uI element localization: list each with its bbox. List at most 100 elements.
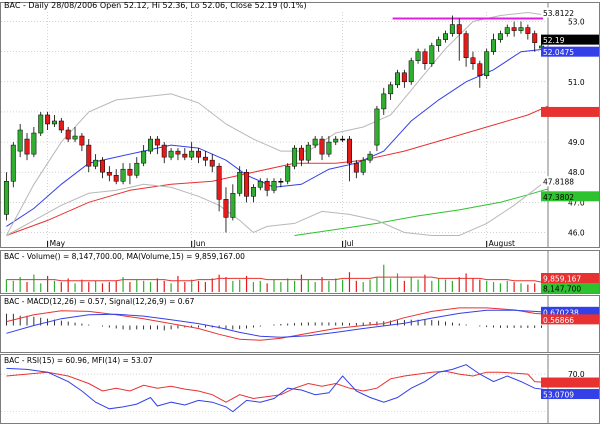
candle-body: [202, 156, 208, 161]
value-label: 47.3802: [543, 193, 574, 202]
candle-body: [518, 27, 524, 31]
x-tick-label: Jul: [344, 239, 354, 248]
candle-body: [401, 72, 407, 83]
y-tick-label: 70.0: [568, 370, 585, 379]
candle-body: [86, 144, 92, 167]
rsi-series-line: [6, 364, 549, 413]
value-label-bg: [541, 314, 599, 325]
value-label-bg: [541, 306, 599, 317]
value-label: 47.8188: [543, 178, 574, 187]
value-label-bg: [541, 176, 599, 187]
y-tick-label: 51.0: [568, 78, 585, 87]
candle-body: [367, 153, 373, 161]
candle-body: [113, 174, 119, 182]
candle-body: [79, 135, 85, 146]
candle-body: [244, 171, 250, 197]
x-tick-label: August: [489, 239, 515, 248]
candle-body: [3, 180, 9, 215]
candle-body: [38, 114, 44, 134]
macd-series-line: [6, 307, 549, 341]
candle-body: [497, 33, 503, 40]
value-label: 0.670238: [543, 308, 579, 317]
candle-body: [58, 120, 64, 131]
macd-panel: BAC - MACD(12,26) = 0.57, Signal(12,26,9…: [0, 295, 600, 353]
y-tick-label: 46.0: [568, 228, 585, 237]
candle-body: [189, 150, 195, 158]
candle-body: [230, 193, 236, 218]
candle-body: [491, 39, 497, 52]
y-tick-label: 53.0: [568, 18, 585, 27]
candle-body: [346, 138, 352, 164]
candle-body: [161, 144, 167, 158]
candle-body: [237, 171, 243, 194]
candle-body: [326, 141, 332, 155]
candle-body: [422, 51, 428, 64]
candle-body: [340, 138, 346, 141]
candle-body: [209, 159, 215, 167]
candle-body: [292, 147, 298, 167]
value-label-bg: [541, 46, 599, 57]
candle-body: [395, 72, 400, 86]
chart-title: BAC - Daily 28/08/2006 Open 52.12, Hi 52…: [4, 1, 307, 10]
candle-body: [100, 159, 105, 173]
candle-body: [65, 129, 71, 140]
candle-body: [168, 150, 174, 158]
value-label-bg: [541, 34, 599, 45]
value-label: 53.8122: [543, 9, 574, 18]
candle-body: [298, 147, 304, 161]
value-label: 60.96: [543, 379, 565, 388]
value-label: 53.0709: [543, 391, 574, 400]
candle-body: [381, 93, 387, 110]
candle-body: [250, 187, 256, 197]
candle-body: [353, 162, 359, 173]
value-label-bg: [541, 106, 599, 117]
candle-body: [532, 33, 538, 43]
candle-body: [319, 138, 325, 155]
candle-body: [333, 138, 339, 143]
candle-body: [10, 144, 16, 182]
value-label: 52.19: [543, 36, 565, 45]
line-ma200: [294, 188, 549, 236]
candle-body: [443, 33, 448, 40]
value-label: 52.0475: [543, 48, 574, 57]
candle-body: [264, 180, 270, 191]
value-label: 8,147,700: [543, 285, 581, 294]
candle-body: [436, 39, 442, 46]
candle-body: [477, 63, 483, 77]
candle-body: [271, 180, 277, 191]
candle-body: [449, 24, 455, 34]
candle-body: [72, 135, 78, 140]
y-tick-label: 49.0: [568, 138, 585, 147]
candle-body: [408, 60, 414, 83]
candle-body: [504, 27, 510, 34]
candle-body: [305, 144, 311, 161]
candle-body: [154, 138, 160, 146]
value-label-bg: [541, 273, 599, 283]
candle-body: [93, 159, 99, 167]
candle-body: [196, 150, 202, 158]
candle-body: [312, 138, 318, 146]
candle-body: [456, 24, 462, 34]
value-label-bg: [541, 377, 599, 388]
line-bb-lower: [6, 177, 549, 236]
candle-body: [24, 138, 30, 155]
value-label: 9,859,167: [543, 275, 581, 284]
candle-body: [257, 180, 263, 188]
volume-title: BAC - Volume() = 8,147,700.00, MA(Volume…: [4, 252, 245, 261]
candle-body: [51, 120, 57, 125]
y-tick-label: 48.0: [568, 168, 585, 177]
candle-body: [429, 45, 435, 64]
value-label-bg: [541, 191, 599, 202]
macd-title: BAC - MACD(12,26) = 0.57, Signal(12,26,9…: [4, 297, 195, 306]
candle-body: [31, 132, 37, 155]
candle-body: [17, 129, 23, 152]
value-label: 0.56866: [543, 316, 574, 325]
line-bb-upper: [5, 11, 549, 236]
value-label: 50.1634: [543, 108, 574, 117]
candle-body: [374, 108, 380, 146]
x-tick-label: May: [50, 239, 66, 248]
y-tick-label: 47.0: [568, 198, 585, 207]
macd-series-line: [6, 309, 549, 338]
candle-body: [216, 165, 222, 200]
candle-body: [511, 27, 517, 31]
